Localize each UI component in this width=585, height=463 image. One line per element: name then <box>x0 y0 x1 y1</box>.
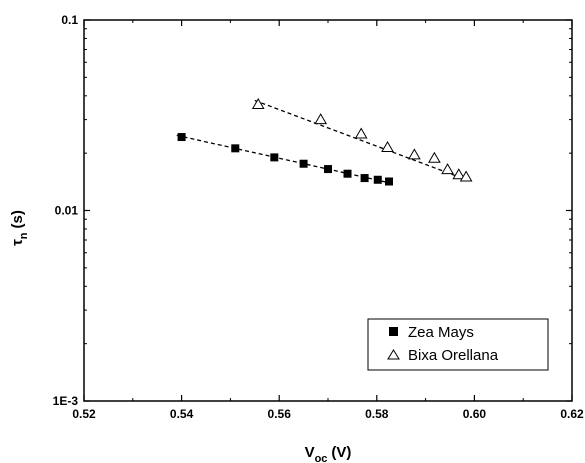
legend-marker-zea-mays <box>389 327 398 336</box>
data-point-bixa-orellana <box>428 151 441 163</box>
data-point-zea-mays <box>270 153 279 162</box>
x-tick-label: 0.56 <box>268 407 292 421</box>
data-point-zea-mays <box>373 175 382 184</box>
fit-lines <box>176 99 470 184</box>
data-points <box>177 98 473 186</box>
data-point-bixa-orellana <box>441 163 454 175</box>
data-point-zea-mays <box>324 165 332 174</box>
data-point-zea-mays <box>343 169 352 178</box>
legend-label-bixa-orellana: Bixa Orellana <box>408 347 499 364</box>
x-tick-label: 0.52 <box>72 407 96 421</box>
data-point-bixa-orellana <box>354 127 368 139</box>
data-point-bixa-orellana <box>459 170 473 182</box>
x-axis-label: Voc (V) <box>305 444 352 463</box>
data-point-zea-mays <box>385 177 393 186</box>
y-tick-label: 0.1 <box>61 13 78 27</box>
y-axis-label-main: τ <box>9 239 26 246</box>
fit-line-series-1 <box>254 99 470 182</box>
x-axis-label-main: V <box>305 444 315 461</box>
y-axis-label-unit: (s) <box>9 210 26 228</box>
x-tick-label: 0.58 <box>365 407 389 421</box>
data-point-bixa-orellana <box>408 148 421 160</box>
legend: Zea Mays Bixa Orellana <box>367 318 549 371</box>
x-ticks: 0.52 0.54 0.56 0.58 0.60 0.62 <box>72 20 584 421</box>
x-tick-label: 0.54 <box>170 407 194 421</box>
x-tick-label: 0.60 <box>463 407 487 421</box>
x-tick-label: 0.62 <box>560 407 584 421</box>
data-point-bixa-orellana <box>381 141 394 153</box>
y-tick-label: 0.01 <box>55 204 79 218</box>
data-point-zea-mays <box>177 133 186 142</box>
y-axis-label: τn (s) <box>9 210 30 246</box>
data-point-zea-mays <box>231 144 240 153</box>
y-axis-label-sub: n <box>18 232 30 239</box>
legend-marker-bixa-orellana <box>387 349 400 360</box>
y-ticks: 1E-3 0.01 0.1 <box>53 13 572 408</box>
x-axis-label-sub: oc <box>315 453 328 463</box>
data-point-bixa-orellana <box>452 168 466 180</box>
fit-line-series-0 <box>176 134 392 184</box>
data-point-zea-mays <box>299 159 308 168</box>
y-tick-label: 1E-3 <box>53 394 79 408</box>
legend-label-zea-mays: Zea Mays <box>408 324 474 341</box>
data-point-bixa-orellana <box>314 113 328 125</box>
data-point-bixa-orellana <box>251 98 265 110</box>
data-point-zea-mays <box>360 174 369 183</box>
x-axis-label-unit: (V) <box>331 444 351 461</box>
